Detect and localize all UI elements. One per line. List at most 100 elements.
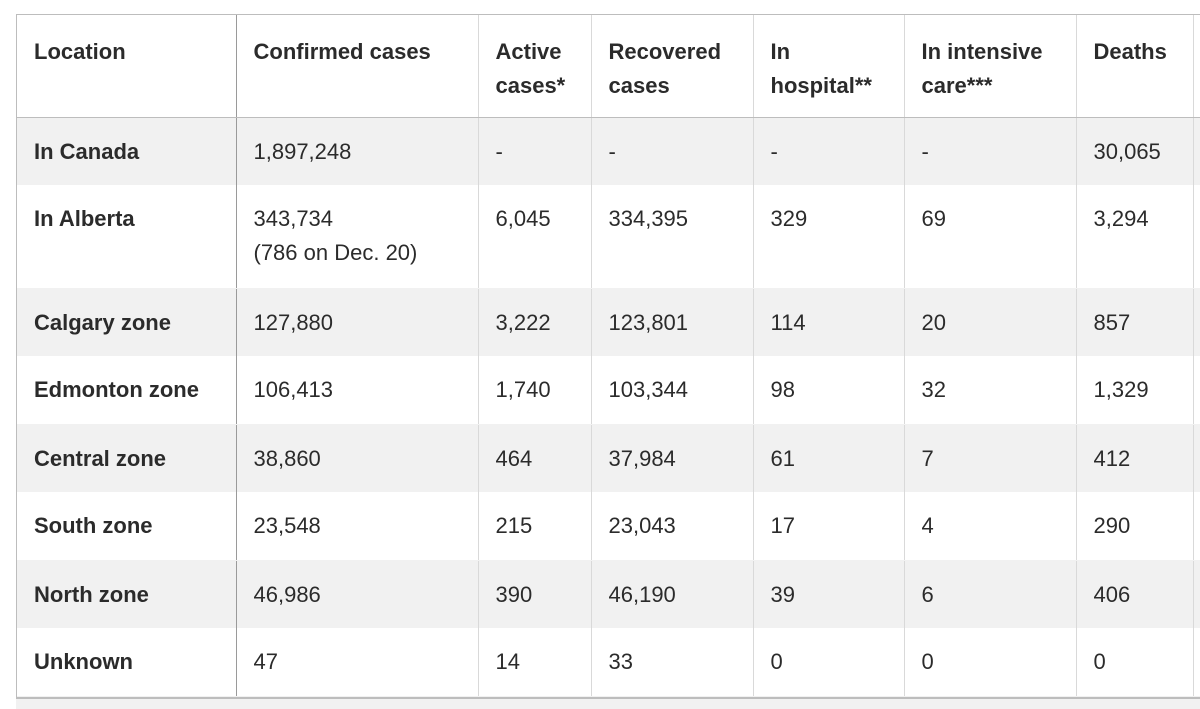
cell-deaths: 0 — [1076, 628, 1194, 697]
cell-icu: 69 — [904, 185, 1077, 289]
cell-deaths: 30,065 — [1076, 117, 1194, 185]
table-header-row: Location Confirmed cases Active cases* R… — [17, 15, 1200, 118]
header-deaths: Deaths — [1076, 15, 1194, 118]
table-row: Unknown 47 14 33 0 0 0 — [17, 628, 1200, 697]
cell-confirmed: 343,734 (786 on Dec. 20) — [236, 185, 479, 289]
cell-hospital: 98 — [753, 356, 905, 425]
header-location: Location — [17, 15, 237, 118]
cell-active: 390 — [478, 560, 592, 628]
cell-confirmed: 127,880 — [236, 288, 479, 356]
cell-overflow — [1193, 356, 1200, 425]
cell-recovered-value: 37,984 — [608, 445, 676, 471]
cell-hospital: 329 — [753, 185, 905, 289]
cell-recovered-value: 23,043 — [608, 513, 676, 538]
cell-active-value: 464 — [495, 445, 533, 471]
cell-recovered-value: 334,395 — [608, 206, 689, 231]
cell-hospital-value: - — [770, 138, 778, 164]
table-row: Edmonton zone 106,413 1,740 103,344 98 32 1,32… — [17, 356, 1200, 425]
cell-icu-value: 7 — [921, 445, 934, 471]
cell-deaths: 857 — [1076, 288, 1194, 356]
cell-recovered: 123,801 — [591, 288, 754, 356]
covid-stats-table-container: Location Confirmed cases Active cases* R… — [16, 14, 1200, 699]
cell-deaths-value: 1,329 — [1093, 377, 1149, 402]
cell-confirmed-value: 47 — [253, 649, 278, 674]
cell-active: 14 — [478, 628, 592, 697]
cell-confirmed-value: 106,413 — [253, 377, 334, 402]
cell-active-value: 14 — [495, 649, 520, 674]
table-row: Central zone 38,860 464 37,984 61 7 412 — [17, 424, 1200, 492]
cell-hospital: 61 — [753, 424, 905, 492]
cell-icu: 20 — [904, 288, 1077, 356]
cell-hospital-value: 39 — [770, 581, 795, 607]
cell-location: In Canada — [17, 117, 237, 185]
cell-deaths-value: 857 — [1093, 309, 1131, 335]
cell-recovered: 23,043 — [591, 492, 754, 561]
cell-icu: 4 — [904, 492, 1077, 561]
cell-recovered: 103,344 — [591, 356, 754, 425]
cell-hospital: 17 — [753, 492, 905, 561]
header-recovered-cases: Recovered cases — [591, 15, 754, 118]
cell-deaths: 1,329 — [1076, 356, 1194, 425]
cell-overflow — [1193, 117, 1200, 185]
cell-recovered: 37,984 — [591, 424, 754, 492]
cell-confirmed-note: (786 on Dec. 20) — [253, 240, 418, 265]
cell-confirmed-value: 23,548 — [253, 513, 321, 538]
cell-deaths-value: 0 — [1093, 649, 1106, 674]
cell-confirmed-value: 46,986 — [253, 581, 321, 607]
header-confirmed-cases: Confirmed cases — [236, 15, 479, 118]
cell-confirmed: 46,986 — [236, 560, 479, 628]
table-body: In Canada 1,897,248 - - - - 30,065 In Alberta 34… — [17, 117, 1200, 697]
cell-location-value: Central zone — [34, 445, 167, 471]
cell-active: - — [478, 117, 592, 185]
cell-recovered-value: 46,190 — [608, 581, 676, 607]
cell-recovered-value: 123,801 — [608, 309, 689, 335]
cell-icu: 32 — [904, 356, 1077, 425]
cell-location-value: Unknown — [34, 649, 133, 674]
cell-location-value: In Canada — [34, 138, 140, 164]
cell-hospital-value: 61 — [770, 445, 795, 471]
cell-deaths-value: 406 — [1093, 581, 1131, 607]
cell-icu: 7 — [904, 424, 1077, 492]
cell-icu-value: 0 — [921, 649, 934, 674]
cell-recovered-value: 33 — [608, 649, 633, 674]
cell-confirmed-value: 38,860 — [253, 445, 321, 471]
cell-location: In Alberta — [17, 185, 237, 289]
cell-hospital: - — [753, 117, 905, 185]
cell-recovered: 334,395 — [591, 185, 754, 289]
cell-deaths: 3,294 — [1076, 185, 1194, 289]
header-in-intensive-care: In intensive care*** — [904, 15, 1077, 118]
cell-overflow — [1193, 424, 1200, 492]
cell-overflow — [1193, 288, 1200, 356]
cell-overflow — [1193, 628, 1200, 697]
header-overflow — [1193, 15, 1200, 118]
cell-recovered: 33 — [591, 628, 754, 697]
cell-active: 215 — [478, 492, 592, 561]
cell-hospital: 0 — [753, 628, 905, 697]
cell-location-value: North zone — [34, 581, 149, 607]
cell-deaths-value: 30,065 — [1093, 138, 1161, 164]
table-row: North zone 46,986 390 46,190 39 6 406 — [17, 560, 1200, 628]
cell-location: Central zone — [17, 424, 237, 492]
cell-location: Calgary zone — [17, 288, 237, 356]
cell-active: 1,740 — [478, 356, 592, 425]
cell-overflow — [1193, 560, 1200, 628]
cell-location-value: South zone — [34, 513, 153, 538]
cell-confirmed-value: 343,734 — [253, 206, 334, 231]
cell-active: 6,045 — [478, 185, 592, 289]
cell-icu-value: 4 — [921, 513, 934, 538]
table-row: South zone 23,548 215 23,043 17 4 290 — [17, 492, 1200, 561]
cell-recovered-value: 103,344 — [608, 377, 689, 402]
cell-active: 3,222 — [478, 288, 592, 356]
header-in-hospital: In hospital** — [753, 15, 905, 118]
cell-location: South zone — [17, 492, 237, 561]
cell-location: North zone — [17, 560, 237, 628]
cell-deaths-value: 290 — [1093, 513, 1131, 538]
cell-location: Edmonton zone — [17, 356, 237, 425]
cell-deaths-value: 3,294 — [1093, 206, 1149, 231]
cell-deaths-value: 412 — [1093, 445, 1131, 471]
cell-active-value: 3,222 — [495, 309, 551, 335]
cell-deaths: 290 — [1076, 492, 1194, 561]
cell-icu-value: 69 — [921, 206, 946, 231]
cell-icu-value: 20 — [921, 309, 946, 335]
cell-hospital-value: 17 — [770, 513, 795, 538]
